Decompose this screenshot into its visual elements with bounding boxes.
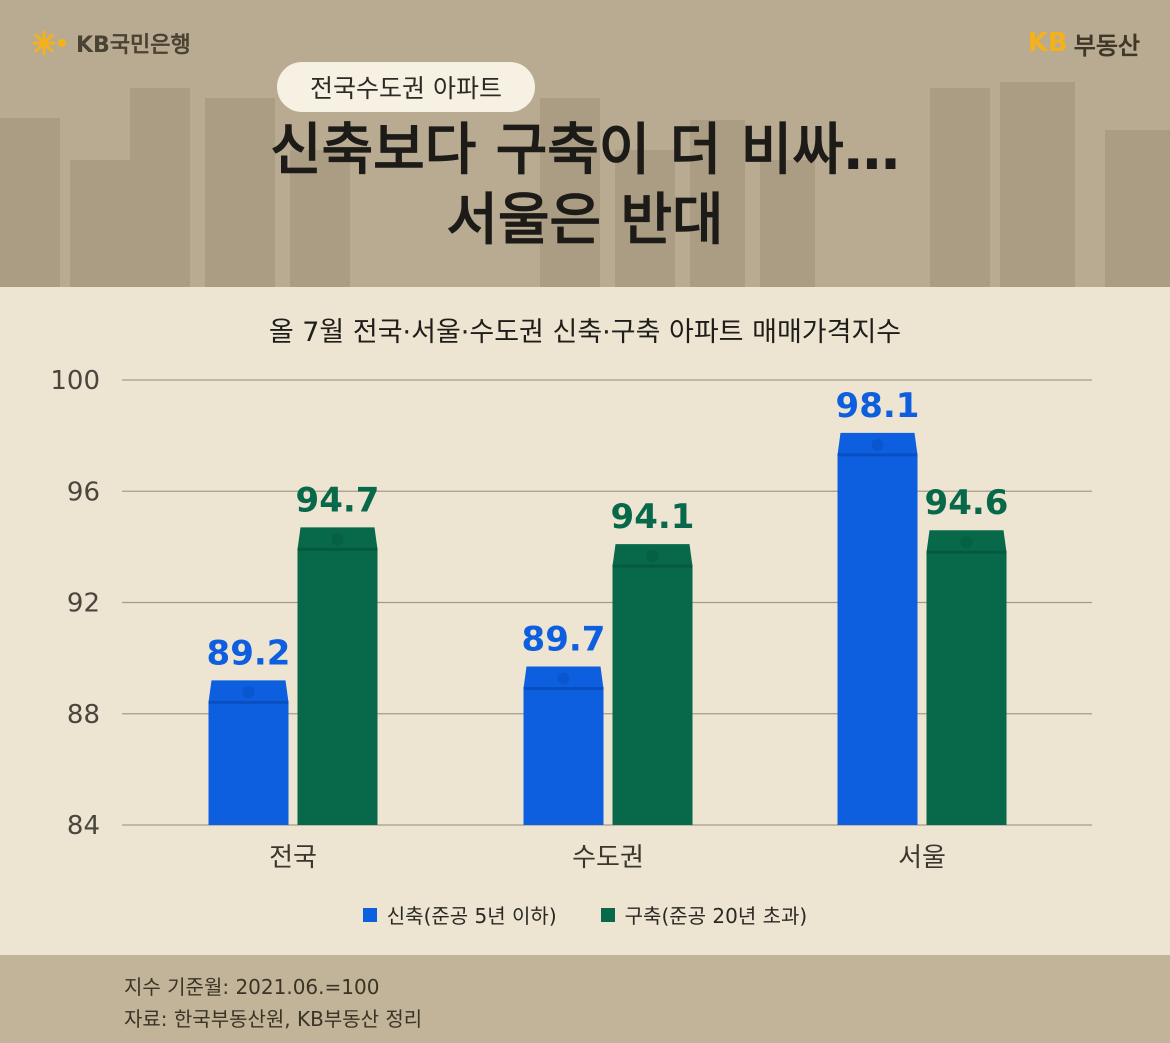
bar-chart: 84 88 92 96 100 89.2 94.7 전국 89.7 94.1 수도권 98.1 94.6…	[50, 366, 1092, 873]
x-tick-label: 서울	[898, 843, 946, 873]
topic-badge: 전국수도권 아파트	[277, 62, 535, 112]
data-label: 94.6	[925, 483, 1009, 523]
y-tick-label: 96	[67, 477, 100, 507]
header-banner: KB국민은행 KB 부동산 전국수도권 아파트 신축보다 구축이 더 비싸… 서…	[0, 0, 1170, 287]
y-tick-label: 84	[67, 811, 100, 841]
kb-bank-logo: KB국민은행	[30, 27, 191, 59]
bar-cap-dot	[646, 550, 659, 563]
bar	[612, 566, 693, 825]
bar-cap-dot	[242, 686, 255, 699]
headline: 신축보다 구축이 더 비싸… 서울은 반대	[0, 116, 1170, 256]
legend-swatch-new	[362, 907, 377, 922]
bar	[926, 552, 1007, 825]
bar	[523, 688, 604, 825]
legend: 신축(준공 5년 이하) 구축(준공 20년 초과)	[0, 900, 1170, 929]
legend-swatch-old	[600, 907, 615, 922]
bar-cap-dot	[871, 438, 884, 451]
base-month-note: 지수 기준월: 2021.06.=100	[124, 975, 380, 999]
kb-realestate-logo: KB 부동산	[1028, 26, 1140, 60]
bank-name: KB국민은행	[76, 33, 191, 58]
bar	[208, 702, 289, 825]
skyline-illustration	[0, 82, 1170, 287]
bar	[297, 549, 378, 825]
legend-label-old: 구축(준공 20년 초과)	[624, 904, 808, 928]
y-tick-label: 100	[50, 366, 100, 396]
footer: 지수 기준월: 2021.06.=100 자료: 한국부동산원, KB부동산 정…	[0, 955, 1170, 1043]
x-tick-label: 전국	[269, 843, 317, 873]
legend-item-new: 신축(준공 5년 이하)	[362, 900, 557, 929]
legend-item-old: 구축(준공 20년 초과)	[600, 900, 808, 929]
data-label: 98.1	[836, 386, 920, 426]
bar	[837, 454, 918, 825]
realestate-name: 부동산	[1073, 31, 1140, 60]
data-label: 89.2	[207, 633, 291, 673]
data-label: 89.7	[522, 619, 606, 659]
source-note: 자료: 한국부동산원, KB부동산 정리	[124, 1007, 423, 1031]
bar-cap-dot	[557, 672, 570, 685]
x-tick-label: 수도권	[572, 843, 644, 873]
bar-cap-dot	[960, 536, 973, 549]
headline-line2: 서울은 반대	[446, 188, 724, 253]
data-label: 94.7	[296, 480, 380, 520]
bar-cap-dot	[331, 533, 344, 546]
legend-label-new: 신축(준공 5년 이하)	[386, 904, 557, 928]
headline-line1: 신축보다 구축이 더 비싸…	[270, 118, 900, 183]
chart-title: 올 7월 전국·서울·수도권 신축·구축 아파트 매매가격지수	[268, 317, 902, 348]
y-tick-label: 88	[67, 700, 100, 730]
kb-mark: KB	[1027, 28, 1068, 58]
y-tick-label: 92	[67, 589, 100, 619]
data-label: 94.1	[611, 497, 695, 537]
kb-star-icon	[32, 30, 66, 56]
